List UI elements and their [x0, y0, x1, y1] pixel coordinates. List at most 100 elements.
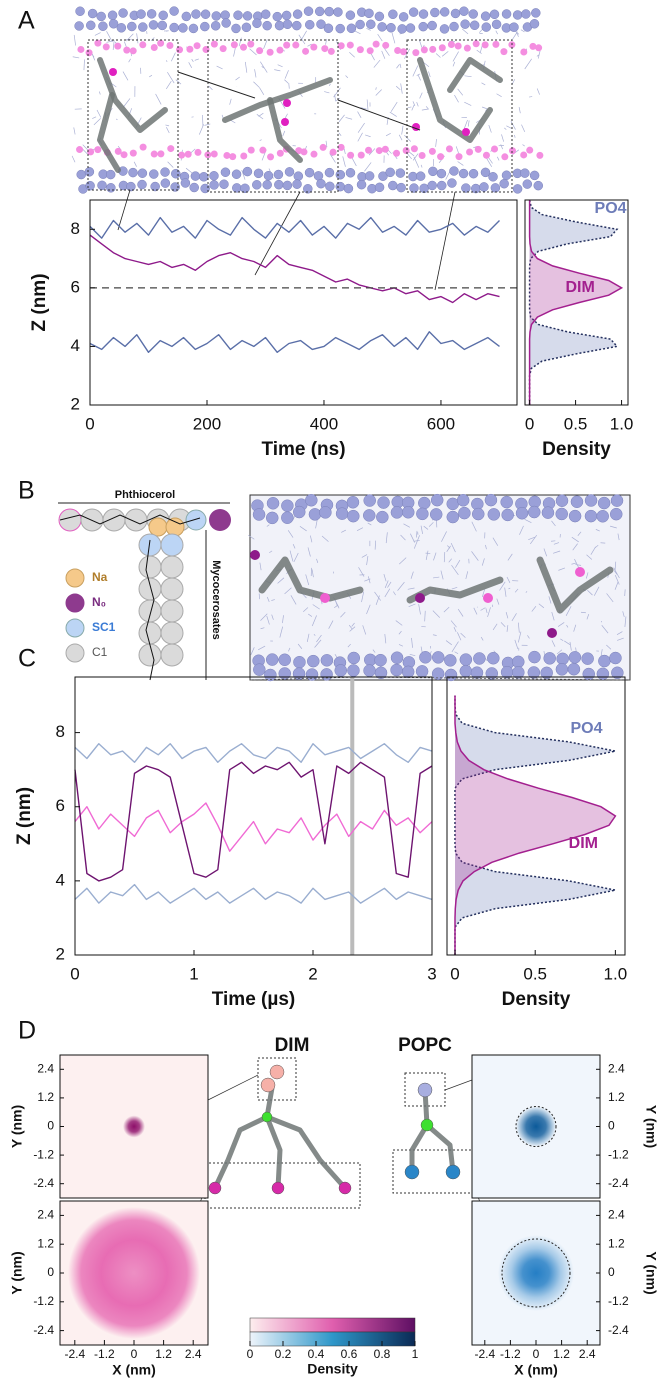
head-group	[264, 668, 277, 682]
head-group	[96, 11, 106, 22]
lipid-tail	[73, 127, 76, 135]
head-group	[427, 180, 437, 191]
head-group	[105, 169, 116, 180]
trace	[74, 802, 433, 852]
legend-label: N₀	[92, 595, 106, 609]
lipid-tail	[367, 522, 372, 526]
na-bead	[165, 517, 185, 537]
lipid-tail	[98, 91, 101, 95]
y-tick-label: 1.2	[37, 1236, 54, 1250]
plot-frame	[524, 199, 629, 406]
density-area	[455, 695, 616, 955]
lipid-tail	[481, 589, 485, 598]
dim-molecule	[447, 57, 503, 93]
lipid-tail	[258, 112, 264, 117]
bead	[445, 1164, 461, 1180]
head-group	[158, 10, 168, 21]
head-group	[324, 167, 335, 178]
lipid-tail	[500, 622, 506, 627]
trace	[89, 331, 500, 353]
y-tick-label: 2.4	[608, 1208, 625, 1222]
plot-frame	[89, 199, 518, 406]
head-group	[468, 9, 478, 19]
lipid-tail	[312, 604, 320, 610]
y-tick-label: 1.2	[608, 1236, 625, 1250]
lipid-tail	[428, 522, 434, 527]
lipid-tail	[410, 571, 414, 579]
lipid-tail	[457, 608, 464, 617]
lipid-tail	[524, 518, 532, 523]
head-group	[468, 168, 479, 179]
lipid-tail	[410, 533, 415, 543]
head-group	[416, 507, 429, 521]
head-group	[126, 181, 136, 192]
head-group	[429, 508, 443, 521]
lipid-tail	[282, 615, 284, 624]
y-tick-label: 4	[71, 336, 80, 355]
legend-swatch	[65, 643, 85, 663]
diagram-label: Mycocerosates	[210, 560, 222, 640]
c1-bead	[58, 508, 82, 532]
glycerol	[329, 148, 337, 156]
lipid-tail	[229, 98, 232, 105]
lipid-tail	[92, 116, 97, 119]
head-group	[363, 664, 376, 677]
glycerol	[302, 47, 310, 55]
lipid-tail	[357, 111, 362, 118]
head-group	[397, 24, 407, 34]
glycerol	[321, 45, 329, 53]
lipid-tail	[398, 630, 402, 635]
lipid-tail	[506, 625, 509, 632]
lipid-tail	[510, 120, 516, 130]
lipid-tail	[165, 124, 170, 127]
head-group	[335, 507, 349, 520]
head-group	[610, 494, 624, 507]
lipid-tail	[311, 615, 317, 627]
lipid-tail	[288, 83, 290, 89]
glycerol	[520, 151, 528, 159]
head-group	[292, 179, 302, 189]
y-tick-label: 1.2	[608, 1090, 625, 1104]
dim-molecule	[264, 1114, 283, 1191]
glycerol	[85, 49, 93, 57]
y-tick-label: -1.2	[608, 1147, 629, 1161]
lipid-tail	[514, 639, 519, 649]
glycerol	[123, 46, 131, 54]
y-tick-label: 6	[56, 796, 65, 815]
dim-molecule	[97, 92, 121, 173]
lipid-tail	[481, 558, 485, 566]
lipid-tail	[133, 161, 137, 167]
head-group	[364, 8, 374, 19]
lipid-tail	[82, 144, 89, 151]
glycerol	[393, 149, 401, 157]
bead	[260, 1077, 276, 1093]
head-group	[307, 654, 320, 668]
head-group	[262, 20, 272, 31]
head-group	[529, 170, 540, 181]
head-group	[584, 494, 598, 507]
x-tick-label: 0	[450, 964, 459, 983]
lipid-tail	[425, 550, 429, 560]
head-group	[461, 183, 471, 193]
lipid-tail	[624, 616, 627, 627]
lipid-tail	[401, 125, 404, 135]
glycerol	[474, 145, 482, 153]
molecule-title: DIM	[275, 1035, 310, 1056]
bead	[417, 1082, 433, 1098]
lipid-tail	[551, 611, 555, 621]
x-tick-label: 0.5	[564, 414, 588, 433]
lipid-tail	[342, 156, 346, 167]
head-group	[180, 178, 191, 188]
head-group	[284, 167, 295, 177]
lipid-tail	[564, 640, 571, 645]
head-group	[419, 183, 429, 194]
x-tick-label: 3	[427, 964, 436, 983]
lipid-tail	[324, 91, 330, 94]
lipid-tail	[328, 620, 334, 629]
connector	[434, 191, 456, 291]
lipid-tail	[528, 536, 536, 540]
lipid-tail	[457, 632, 462, 641]
head-group	[190, 171, 201, 181]
head-group	[273, 169, 284, 180]
